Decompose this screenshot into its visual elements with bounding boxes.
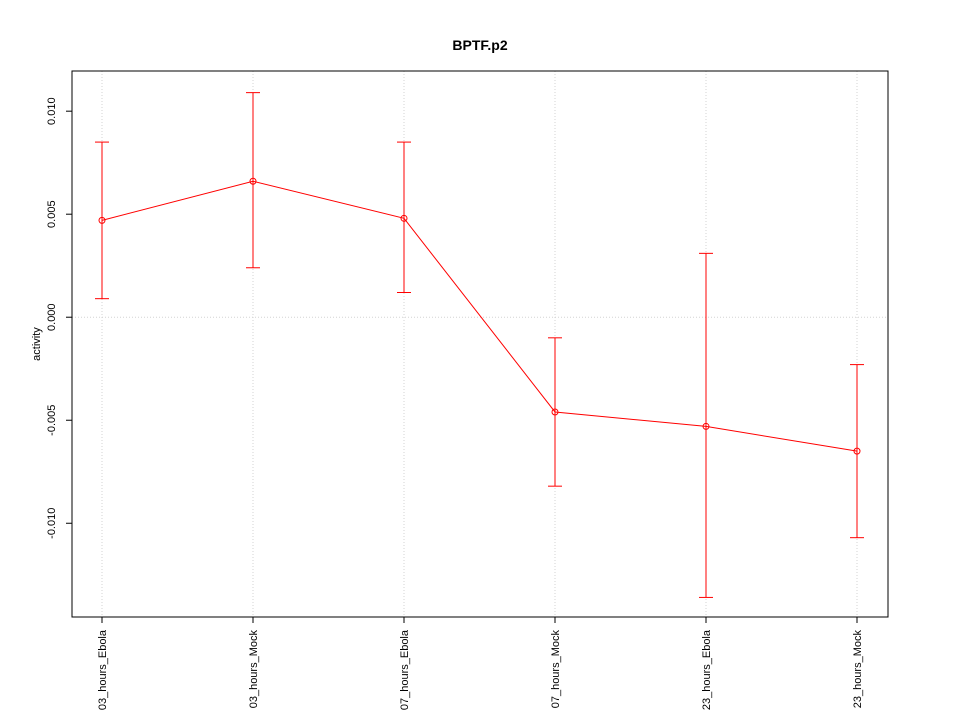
y-axis-label: activity: [31, 327, 43, 361]
plot-frame: [71, 70, 889, 618]
series-line: [101, 180, 858, 452]
x-tick-label: 23_hours_Mock: [852, 630, 864, 709]
data-point: [249, 177, 257, 185]
data-point: [98, 216, 106, 224]
x-tick-label: 07_hours_Ebola: [399, 629, 411, 710]
x-axis: 03_hours_Ebola 03_hours_Mock 07_hours_Ebol…: [97, 617, 864, 710]
y-tick-label: -0.010: [46, 508, 58, 539]
chart-title: BPTF.p2: [452, 37, 507, 53]
data-point: [853, 447, 861, 455]
x-tick-label: 03_hours_Mock: [248, 630, 260, 709]
y-axis: -0.010 -0.005 0.000 0.005 0.010: [46, 97, 72, 539]
y-tick-label: 0.005: [46, 200, 58, 228]
y-tick-label: 0.010: [46, 97, 58, 125]
data-point: [400, 214, 408, 222]
grid: [72, 71, 888, 617]
x-tick-label: 07_hours_Mock: [550, 630, 562, 709]
series-activity: [95, 92, 864, 598]
data-point: [551, 408, 559, 416]
x-tick-label: 03_hours_Ebola: [97, 629, 109, 710]
y-tick-label: -0.005: [46, 405, 58, 436]
y-tick-label: 0.000: [46, 303, 58, 331]
x-tick-label: 23_hours_Ebola: [701, 629, 713, 710]
data-point: [702, 422, 710, 430]
